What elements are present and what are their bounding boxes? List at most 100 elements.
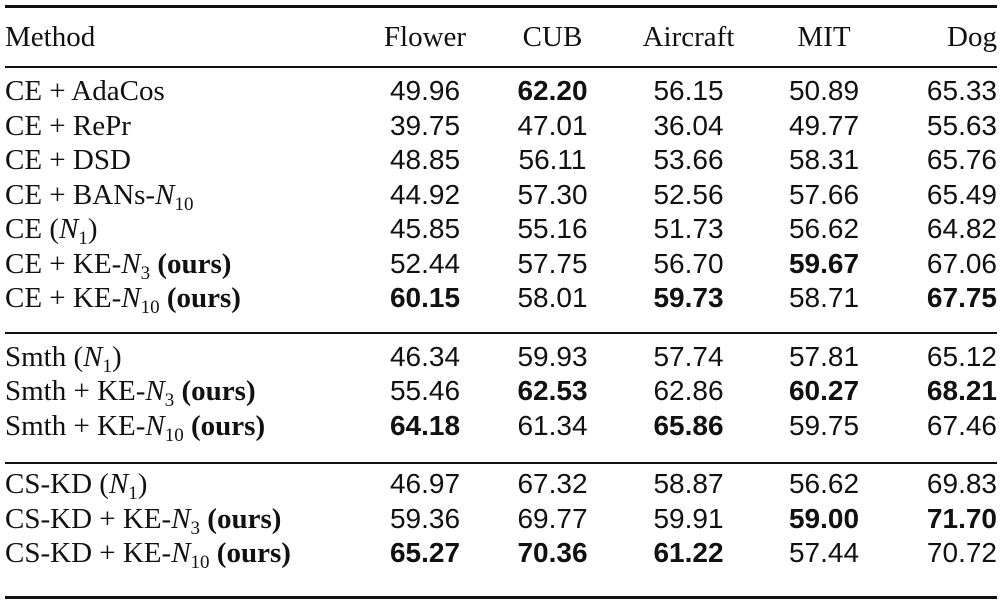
method-cell: CE + KE-N3 (ours) bbox=[5, 247, 365, 283]
value-mit: 49.77 bbox=[788, 109, 860, 141]
method-base: CE bbox=[5, 213, 50, 245]
ours-tag: (ours) bbox=[191, 409, 266, 442]
value-mit: 59.67 bbox=[788, 247, 860, 279]
method-n: N bbox=[171, 537, 191, 569]
method-cell: CS-KD (N1) bbox=[5, 467, 365, 503]
method-n: N bbox=[145, 375, 165, 407]
value-dog: 65.49 bbox=[926, 178, 997, 210]
table-body: CE + AdaCos 49.96 62.20 56.15 50.89 65.33 CE +… bbox=[5, 74, 997, 572]
method-cell: Smth + KE-N3 (ours) bbox=[5, 374, 365, 411]
value-cub: 55.16 bbox=[517, 213, 588, 244]
value-aircraft: 51.73 bbox=[653, 213, 724, 244]
method-name: Smth (N1) bbox=[5, 340, 122, 376]
gap-cell bbox=[5, 316, 997, 340]
value-flower: 65.27 bbox=[389, 537, 461, 568]
gap-cell bbox=[5, 443, 997, 467]
method-base: CS-KD + KE- bbox=[5, 502, 172, 535]
value-cub: 57.75 bbox=[517, 247, 588, 279]
value-cub: 70.36 bbox=[517, 537, 588, 568]
header-cub: CUB bbox=[522, 20, 583, 53]
value-aircraft: 56.15 bbox=[653, 75, 724, 106]
table-row: CE + KE-N3 (ours) 52.44 57.75 56.70 59.67 67.… bbox=[5, 247, 997, 283]
value-mit: 50.89 bbox=[788, 75, 860, 106]
value-flower: 46.97 bbox=[389, 468, 461, 499]
method-n-sub: 3 bbox=[190, 517, 201, 539]
table-row: Smth + KE-N3 (ours) 55.46 62.53 62.86 60.27 6… bbox=[5, 374, 997, 411]
method-n: N bbox=[145, 409, 165, 442]
value-dog: 68.21 bbox=[926, 375, 997, 406]
table-row: CE + DSD 48.85 56.11 53.66 58.31 65.76 bbox=[5, 143, 997, 178]
method-name: CS-KD + KE-N10 (ours) bbox=[5, 537, 291, 572]
method-paren: ) bbox=[87, 213, 98, 245]
header-dog: Dog bbox=[947, 20, 997, 53]
value-flower: 55.46 bbox=[389, 375, 461, 406]
method-n: N bbox=[108, 468, 129, 500]
method-paren: ) bbox=[137, 468, 148, 500]
table-row: CE + AdaCos 49.96 62.20 56.15 50.89 65.33 bbox=[5, 74, 997, 109]
ours-tag: (ours) bbox=[181, 375, 256, 407]
table-row: CS-KD + KE-N10 (ours) 65.27 70.36 61.22 57.4… bbox=[5, 536, 997, 572]
ours-tag: (ours) bbox=[157, 247, 232, 280]
results-table: Method Flower CUB Aircraft MIT Dog CE + … bbox=[5, 0, 997, 573]
value-mit: 57.81 bbox=[788, 340, 860, 372]
table-row: CE + KE-N10 (ours) 60.15 58.01 59.73 58.71 67… bbox=[5, 281, 997, 317]
method-base: CE + RePr bbox=[5, 109, 131, 142]
value-cub: 67.32 bbox=[517, 468, 588, 499]
method-name: CS-KD + KE-N3 (ours) bbox=[5, 502, 282, 538]
method-cell: Smth (N1) bbox=[5, 340, 365, 376]
method-cell: CS-KD + KE-N3 (ours) bbox=[5, 502, 365, 538]
value-flower: 59.36 bbox=[389, 502, 461, 534]
method-n-sub: 10 bbox=[164, 424, 184, 446]
header-flower: Flower bbox=[383, 20, 467, 53]
value-dog: 65.12 bbox=[926, 340, 997, 372]
method-base: CE + DSD bbox=[5, 144, 131, 176]
method-name: CS-KD (N1) bbox=[5, 468, 148, 503]
method-paren: ( bbox=[99, 468, 109, 500]
method-cell: CE + DSD bbox=[5, 143, 365, 178]
value-cub: 62.53 bbox=[517, 375, 588, 406]
method-name: CE (N1) bbox=[5, 213, 98, 248]
value-flower: 48.85 bbox=[389, 144, 461, 175]
method-cell: CE (N1) bbox=[5, 212, 365, 248]
method-n-sub: 3 bbox=[164, 390, 175, 411]
method-base: CS-KD bbox=[5, 468, 100, 500]
value-cub: 57.30 bbox=[517, 178, 588, 210]
table-row: CE (N1) 45.85 55.16 51.73 56.62 64.82 bbox=[5, 212, 997, 248]
method-cell: CS-KD + KE-N10 (ours) bbox=[5, 536, 365, 572]
value-aircraft: 65.86 bbox=[653, 409, 724, 441]
group-gap bbox=[5, 443, 997, 467]
method-name: CE + RePr bbox=[5, 110, 131, 142]
value-aircraft: 61.22 bbox=[653, 537, 724, 568]
method-base: CE + BANs- bbox=[5, 178, 156, 211]
value-aircraft: 57.74 bbox=[653, 340, 724, 372]
value-aircraft: 59.73 bbox=[653, 282, 724, 313]
method-n-sub: 1 bbox=[102, 355, 113, 377]
value-flower: 45.85 bbox=[389, 213, 461, 244]
method-name: CE + AdaCos bbox=[5, 75, 165, 107]
method-base: Smth bbox=[5, 340, 74, 373]
header-method: Method bbox=[5, 20, 96, 53]
method-base: Smth + KE- bbox=[5, 375, 146, 407]
method-cell: CE + AdaCos bbox=[5, 74, 365, 109]
method-base: CE + KE- bbox=[5, 247, 122, 280]
value-flower: 60.15 bbox=[389, 282, 461, 313]
ours-tag: (ours) bbox=[207, 502, 282, 535]
method-n: N bbox=[83, 340, 103, 373]
method-n: N bbox=[155, 178, 175, 211]
value-mit: 58.71 bbox=[788, 282, 860, 313]
ours-tag: (ours) bbox=[216, 537, 291, 569]
value-dog: 65.33 bbox=[926, 75, 997, 106]
top-rule bbox=[5, 5, 997, 8]
value-dog: 67.75 bbox=[926, 282, 997, 313]
method-base: CE + AdaCos bbox=[5, 75, 165, 107]
method-n-sub: 1 bbox=[128, 483, 138, 504]
value-aircraft: 56.70 bbox=[653, 247, 724, 279]
method-paren: ( bbox=[73, 340, 84, 373]
table-row: CE + BANs-N10 44.92 57.30 52.56 57.66 65.49 bbox=[5, 178, 997, 215]
value-dog: 71.70 bbox=[926, 502, 997, 534]
method-n-sub: 10 bbox=[174, 193, 194, 215]
value-flower: 39.75 bbox=[389, 109, 461, 141]
value-flower: 46.34 bbox=[389, 340, 461, 372]
value-dog: 69.83 bbox=[926, 468, 997, 499]
method-n: N bbox=[171, 502, 191, 535]
